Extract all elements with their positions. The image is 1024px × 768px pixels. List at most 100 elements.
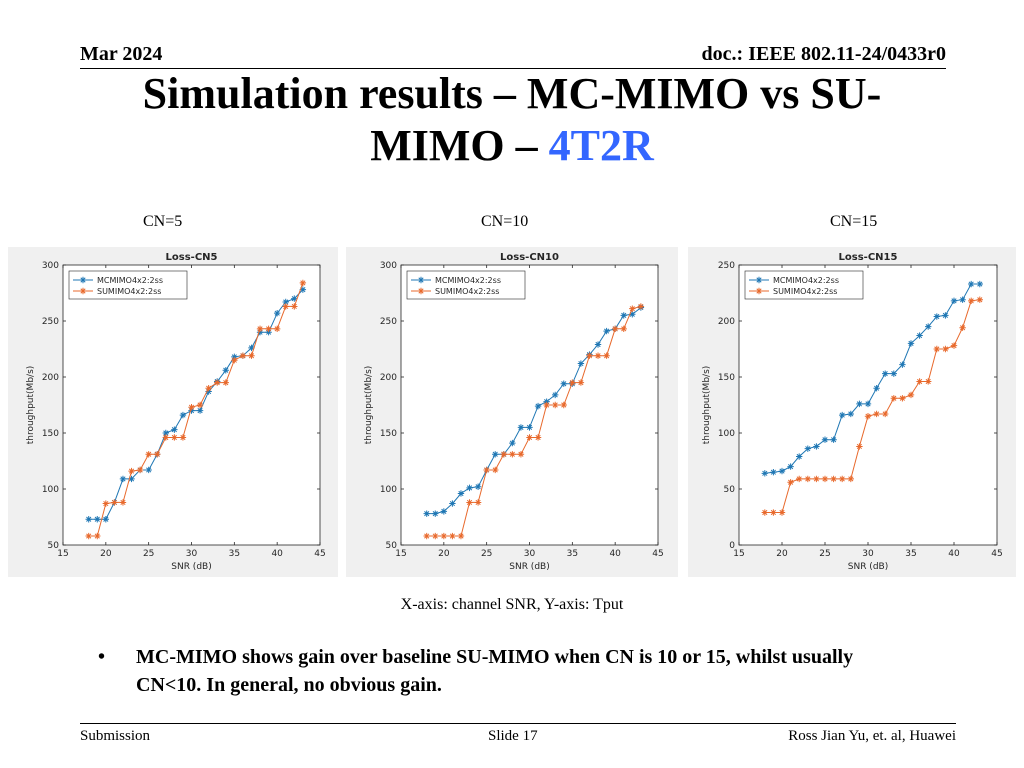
data-point <box>534 434 542 441</box>
data-point <box>830 475 837 483</box>
data-point <box>603 327 610 335</box>
plot-area <box>400 264 659 546</box>
data-point <box>145 451 152 458</box>
x-tick-label: 20 <box>100 549 112 559</box>
data-point <box>864 400 872 408</box>
data-point <box>179 434 187 441</box>
y-tick-label: 50 <box>48 541 60 551</box>
data-point <box>577 379 585 386</box>
y-tick-label: 200 <box>380 373 397 383</box>
data-point <box>273 325 281 333</box>
x-tick-label: 20 <box>438 549 450 559</box>
x-tick-label: 40 <box>271 549 283 559</box>
chart-panel-cn15: Loss-CN15 15 20 25 30 35 40 45 0 50 100 150 200 250 SN… <box>688 247 1016 577</box>
data-point <box>796 453 803 460</box>
x-tick-label: 45 <box>991 549 1002 559</box>
data-point <box>925 323 932 330</box>
data-point <box>449 500 456 507</box>
data-point <box>942 312 949 319</box>
data-point <box>629 311 636 318</box>
data-point <box>94 532 101 540</box>
y-tick-label: 250 <box>42 317 59 327</box>
x-tick-label: 25 <box>481 549 492 559</box>
data-point <box>145 466 152 474</box>
footer-left: Submission <box>80 728 151 744</box>
slide-title-accent: 4T2R <box>548 121 654 170</box>
data-point <box>560 401 567 409</box>
data-point <box>188 404 195 411</box>
slide-title-line1: Simulation results – MC-MIMO vs SU- <box>142 69 882 118</box>
y-tick-label: 50 <box>724 485 736 495</box>
data-point <box>196 401 204 409</box>
data-point <box>291 303 298 310</box>
data-point <box>111 499 118 506</box>
data-point <box>214 379 221 386</box>
header-divider <box>80 68 946 69</box>
data-point <box>162 429 169 437</box>
data-point <box>847 475 854 483</box>
slide-title-line2: MIMO – 4T2R <box>0 120 1024 172</box>
data-point <box>882 370 889 377</box>
chart-title: Loss-CN15 <box>839 252 898 263</box>
chart-label-cn5: CN=5 <box>143 213 183 230</box>
y-tick-label: 250 <box>380 317 397 327</box>
data-point <box>778 467 786 475</box>
data-point <box>770 469 777 476</box>
legend-box <box>68 270 188 300</box>
data-point <box>265 325 272 333</box>
data-point <box>299 279 307 287</box>
data-point <box>933 313 940 320</box>
footer-slide-number: Slide 17 <box>488 728 538 744</box>
data-point <box>761 509 768 516</box>
data-point <box>239 352 247 359</box>
legend-marker <box>755 287 763 295</box>
data-point <box>594 341 602 348</box>
data-point <box>432 510 439 517</box>
bullet-text: MC-MIMO shows gain over baseline SU-MIMO… <box>136 646 854 696</box>
data-point <box>440 532 448 540</box>
x-tick-label: 40 <box>609 549 621 559</box>
data-point <box>517 451 525 458</box>
data-point <box>620 325 627 333</box>
data-point <box>500 451 507 458</box>
data-point <box>492 466 499 474</box>
data-point <box>205 385 212 392</box>
data-point <box>856 443 863 450</box>
data-point <box>517 424 525 431</box>
header-doc-id: doc.: IEEE 802.11-24/0433r0 <box>701 43 946 65</box>
legend-marker <box>755 276 763 284</box>
data-point <box>796 475 803 483</box>
data-point <box>85 516 92 523</box>
footer-author: Ross Jian Yu, et. al, Huawei <box>788 728 956 744</box>
legend-marker <box>79 276 87 284</box>
series-mcmimo <box>761 280 983 477</box>
data-point <box>959 324 966 331</box>
data-point <box>282 298 289 306</box>
data-point <box>119 475 127 483</box>
data-point <box>899 395 906 402</box>
data-point <box>256 329 264 336</box>
slide-title: Simulation results – MC-MIMO vs SU- MIMO… <box>0 68 1024 172</box>
footer-divider <box>80 723 956 724</box>
data-point <box>637 303 645 310</box>
x-tick-label: 35 <box>229 549 240 559</box>
data-point <box>205 388 212 395</box>
series-sumimo <box>85 279 307 540</box>
data-point <box>787 479 794 486</box>
chart-panel-cn5: Loss-CN5 15 20 25 30 35 40 45 50 100 150 200 250 300 S… <box>8 247 338 577</box>
x-tick-label: 15 <box>733 549 744 559</box>
data-point <box>509 451 516 458</box>
data-point <box>222 367 229 374</box>
data-point <box>882 410 889 418</box>
x-tick-label: 15 <box>57 549 68 559</box>
y-tick-label: 150 <box>380 429 397 439</box>
header-date: Mar 2024 <box>80 43 163 65</box>
data-point <box>291 295 298 302</box>
series-sumimo <box>423 303 645 540</box>
data-point <box>440 508 448 515</box>
x-axis-label: SNR (dB) <box>171 562 211 572</box>
data-point <box>196 407 204 414</box>
y-tick-label: 200 <box>42 373 59 383</box>
data-point <box>162 434 169 441</box>
legend-label: MCMIMO4x2:2ss <box>97 276 163 285</box>
